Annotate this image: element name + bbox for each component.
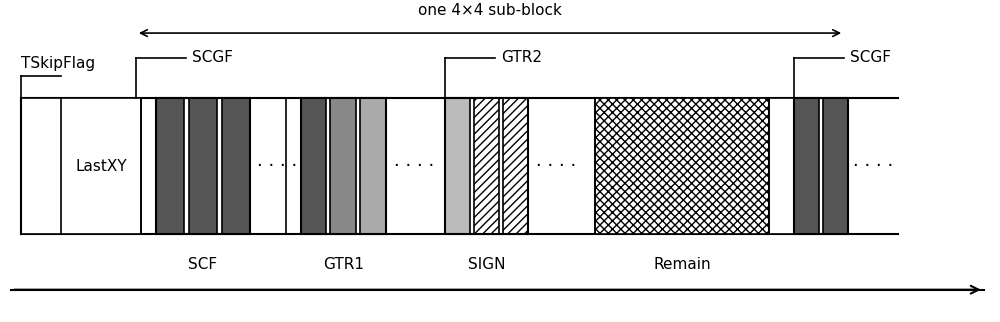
Text: SIGN: SIGN [468,258,505,272]
Bar [156,98,184,234]
Text: · · · ·: · · · · [257,157,298,175]
Bar [189,98,217,234]
Text: SCGF: SCGF [850,50,891,65]
Bar [330,98,356,234]
Text: GTR2: GTR2 [501,50,542,65]
Bar [769,98,794,234]
Text: one 4×4 sub-block: one 4×4 sub-block [418,3,562,18]
Bar [595,98,769,234]
Bar [445,98,470,234]
Bar [222,98,250,234]
Bar [823,98,848,234]
Bar [794,98,819,234]
Bar [474,98,499,234]
Text: Remain: Remain [653,258,711,272]
Bar [301,98,326,234]
Text: TSkipFlag: TSkipFlag [21,56,95,71]
Bar [794,98,848,234]
Text: SCF: SCF [188,258,217,272]
Text: · · · ·: · · · · [394,157,434,175]
Text: · · · ·: · · · · [853,157,893,175]
Bar [156,98,250,234]
Text: GTR1: GTR1 [323,258,364,272]
Bar [301,98,386,234]
Bar [445,98,528,234]
Text: SCGF: SCGF [192,50,233,65]
Bar [21,98,141,234]
Text: · · · ·: · · · · [536,157,576,175]
Bar [360,98,386,234]
Text: LastXY: LastXY [75,158,127,174]
Bar [503,98,528,234]
